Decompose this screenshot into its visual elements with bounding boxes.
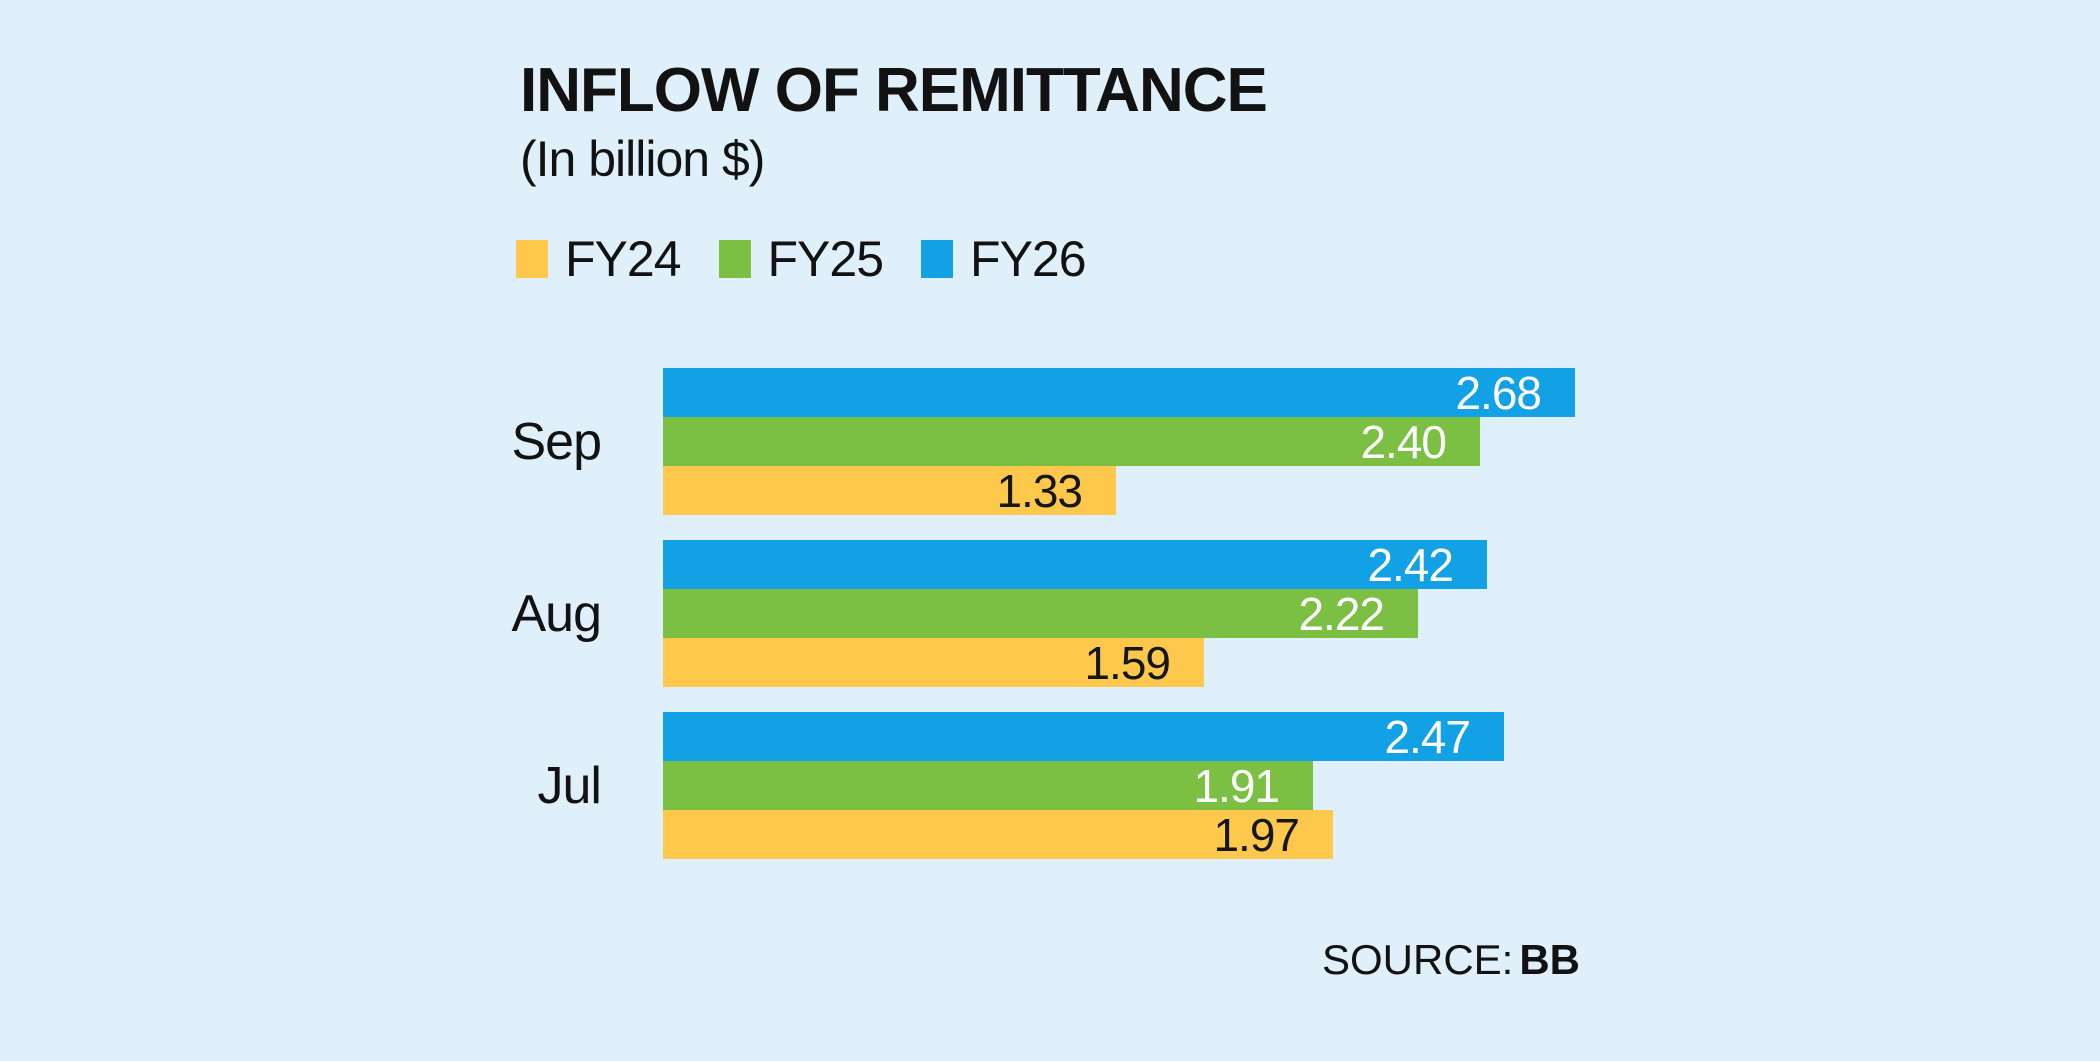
bar-fy25-aug: 2.22 [663,589,1418,638]
legend-swatch-fy24 [516,240,548,278]
bar-value-fy25-aug: 2.22 [1298,587,1385,640]
chart-title: INFLOW OF REMITTANCE [520,56,1268,125]
bar-value-fy24-sep: 1.33 [996,464,1083,517]
bar-value-fy24-aug: 1.59 [1084,636,1171,689]
legend-item-fy26: FY26 [921,230,1087,288]
bar-value-fy24-jul: 1.97 [1213,808,1300,861]
legend-swatch-fy26 [921,240,954,278]
legend-label-fy26: FY26 [970,231,1087,287]
category-label-sep: Sep [511,412,602,471]
bar-value-fy26-jul: 2.47 [1384,710,1471,763]
bar-fy24-jul: 1.97 [663,810,1333,859]
bar-value-fy25-sep: 2.40 [1360,415,1447,468]
legend-label-fy25: FY25 [767,231,885,287]
source-label: SOURCE: [1321,936,1514,983]
category-label-aug: Aug [511,584,602,643]
bar-fy25-jul: 1.91 [663,761,1313,810]
legend: FY24 FY25 FY26 [516,230,1087,288]
legend-item-fy24: FY24 [516,230,682,288]
bar-group-jul: Jul 2.47 1.91 1.97 [538,712,1575,859]
source-note: SOURCE: BB [1322,936,1580,984]
bar-value-fy25-jul: 1.91 [1193,759,1280,812]
category-label-jul: Jul [537,756,602,815]
bar-value-fy26-aug: 2.42 [1367,538,1454,591]
bar-group-sep: Sep 2.68 2.40 1.33 [511,368,1575,515]
source-value: BB [1519,936,1580,983]
bar-chart: Sep 2.68 2.40 1.33 Aug 2.42 2.22 1.59 Jul 2.47 1.9… [511,368,1575,884]
bar-fy24-sep: 1.33 [663,466,1116,515]
bar-group-aug: Aug 2.42 2.22 1.59 [511,540,1575,687]
bar-value-fy26-sep: 2.68 [1455,366,1542,419]
chart-subtitle: (In billion $) [520,131,765,187]
bar-fy26-jul: 2.47 [663,712,1504,761]
bar-fy24-aug: 1.59 [663,638,1204,687]
legend-item-fy25: FY25 [718,230,885,288]
legend-swatch-fy25 [718,240,751,278]
legend-label-fy24: FY24 [565,231,682,287]
bar-fy26-sep: 2.68 [663,368,1575,417]
bar-fy25-sep: 2.40 [663,417,1480,466]
bar-fy26-aug: 2.42 [663,540,1487,589]
